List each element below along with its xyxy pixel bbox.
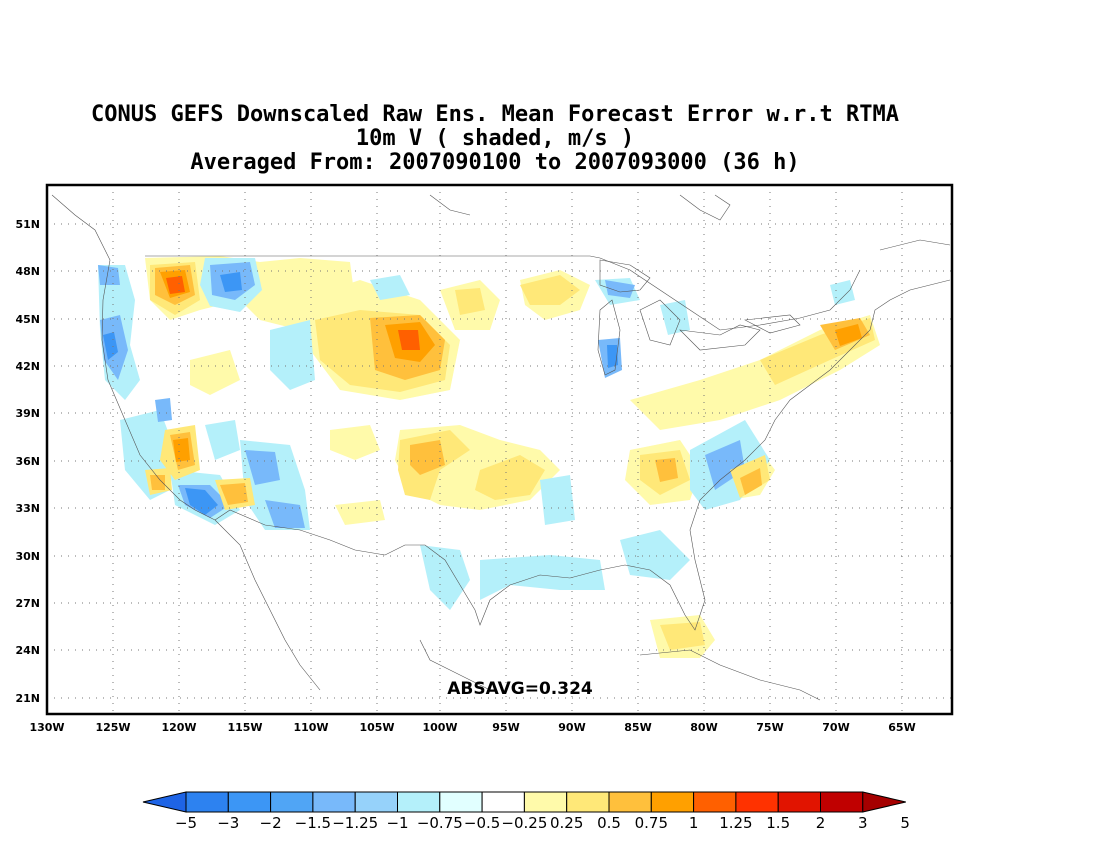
lon-tick-75w: 75W <box>756 721 783 734</box>
colorbar-label: 1.5 <box>766 814 790 832</box>
colorbar-swatch <box>270 791 314 813</box>
title-line-3: Averaged From: 2007090100 to 2007093000 … <box>190 150 800 175</box>
colorbar-swatch <box>397 791 441 813</box>
colorbar-arrow-high <box>862 791 906 813</box>
colorbar-swatch <box>185 791 229 813</box>
lon-tick-100w: 100W <box>422 721 457 734</box>
colorbar-label: 5 <box>900 814 910 832</box>
colorbar-swatch <box>650 791 695 813</box>
colorbar-label: −0.75 <box>417 814 463 832</box>
lon-tick-125w: 125W <box>95 721 130 734</box>
colorbar-swatch <box>354 791 399 813</box>
lat-tick-48n: 48N <box>15 265 40 278</box>
colorbar: −5 −3 −2 −1.5 −1.25 −1 −0.75 −0.5 −0.25 0.25 0.5 0.… <box>142 791 910 832</box>
colorbar-swatch <box>523 791 568 813</box>
colorbar-label: 3 <box>858 814 868 832</box>
colorbar-label: 0.25 <box>550 814 583 832</box>
lon-tick-120w: 120W <box>161 721 196 734</box>
colorbar-swatch <box>439 791 483 813</box>
colorbar-label: 0.5 <box>597 814 621 832</box>
lat-tick-42n: 42N <box>15 360 40 373</box>
lat-tick-33n: 33N <box>15 502 40 515</box>
title-line-2: 10m V ( shaded, m/s ) <box>355 126 635 151</box>
colorbar-label: 0.75 <box>635 814 668 832</box>
map-frame <box>45 183 954 716</box>
colorbar-swatch <box>608 791 652 813</box>
lat-tick-51n: 51N <box>15 218 40 231</box>
lat-tick-24n: 24N <box>15 644 40 657</box>
colorbar-swatch <box>227 791 272 813</box>
colorbar-label: −1 <box>386 814 408 832</box>
lon-axis: 130W 125W 120W 115W 110W 105W 100W 95W 9… <box>29 721 915 734</box>
colorbar-swatch <box>820 791 864 813</box>
lon-tick-65w: 65W <box>888 721 915 734</box>
lat-tick-39n: 39N <box>15 407 40 420</box>
colorbar-label: 2 <box>816 814 826 832</box>
colorbar-swatch <box>735 791 779 813</box>
colorbar-label: −0.25 <box>501 814 547 832</box>
colorbar-swatch <box>312 791 356 813</box>
lat-tick-21n: 21N <box>15 692 40 705</box>
lon-tick-95w: 95W <box>492 721 519 734</box>
lon-tick-130w: 130W <box>29 721 64 734</box>
coastlines <box>51 194 951 701</box>
colorbar-label: −3 <box>217 814 239 832</box>
colorbar-swatch <box>481 791 525 813</box>
colorbar-label: 1 <box>689 814 699 832</box>
lon-tick-105w: 105W <box>359 721 394 734</box>
shaded-field <box>98 256 880 658</box>
colorbar-label: −0.5 <box>464 814 500 832</box>
colorbar-swatch <box>693 791 737 813</box>
absavg-label: ABSAVG=0.324 <box>447 679 593 699</box>
colorbar-label: −2 <box>260 814 282 832</box>
lat-tick-36n: 36N <box>15 455 40 468</box>
lat-tick-45n: 45N <box>15 313 40 326</box>
lon-tick-70w: 70W <box>822 721 849 734</box>
lon-tick-115w: 115W <box>227 721 262 734</box>
colorbar-swatch <box>777 791 822 813</box>
colorbar-label: −1.25 <box>332 814 378 832</box>
colorbar-swatch <box>566 791 610 813</box>
lat-axis: 51N 48N 45N 42N 39N 36N 33N 30N 27N 24N … <box>15 218 40 705</box>
lon-tick-85w: 85W <box>624 721 651 734</box>
title-line-1: CONUS GEFS Downscaled Raw Ens. Mean Fore… <box>91 102 899 127</box>
colorbar-arrow-low <box>142 791 187 813</box>
colorbar-label: −1.5 <box>295 814 331 832</box>
lat-tick-27n: 27N <box>15 597 40 610</box>
lat-tick-30n: 30N <box>15 550 40 563</box>
colorbar-label: −5 <box>175 814 197 832</box>
lon-tick-110w: 110W <box>293 721 328 734</box>
colorbar-label: 1.25 <box>719 814 752 832</box>
lon-tick-80w: 80W <box>690 721 717 734</box>
lon-tick-90w: 90W <box>558 721 585 734</box>
